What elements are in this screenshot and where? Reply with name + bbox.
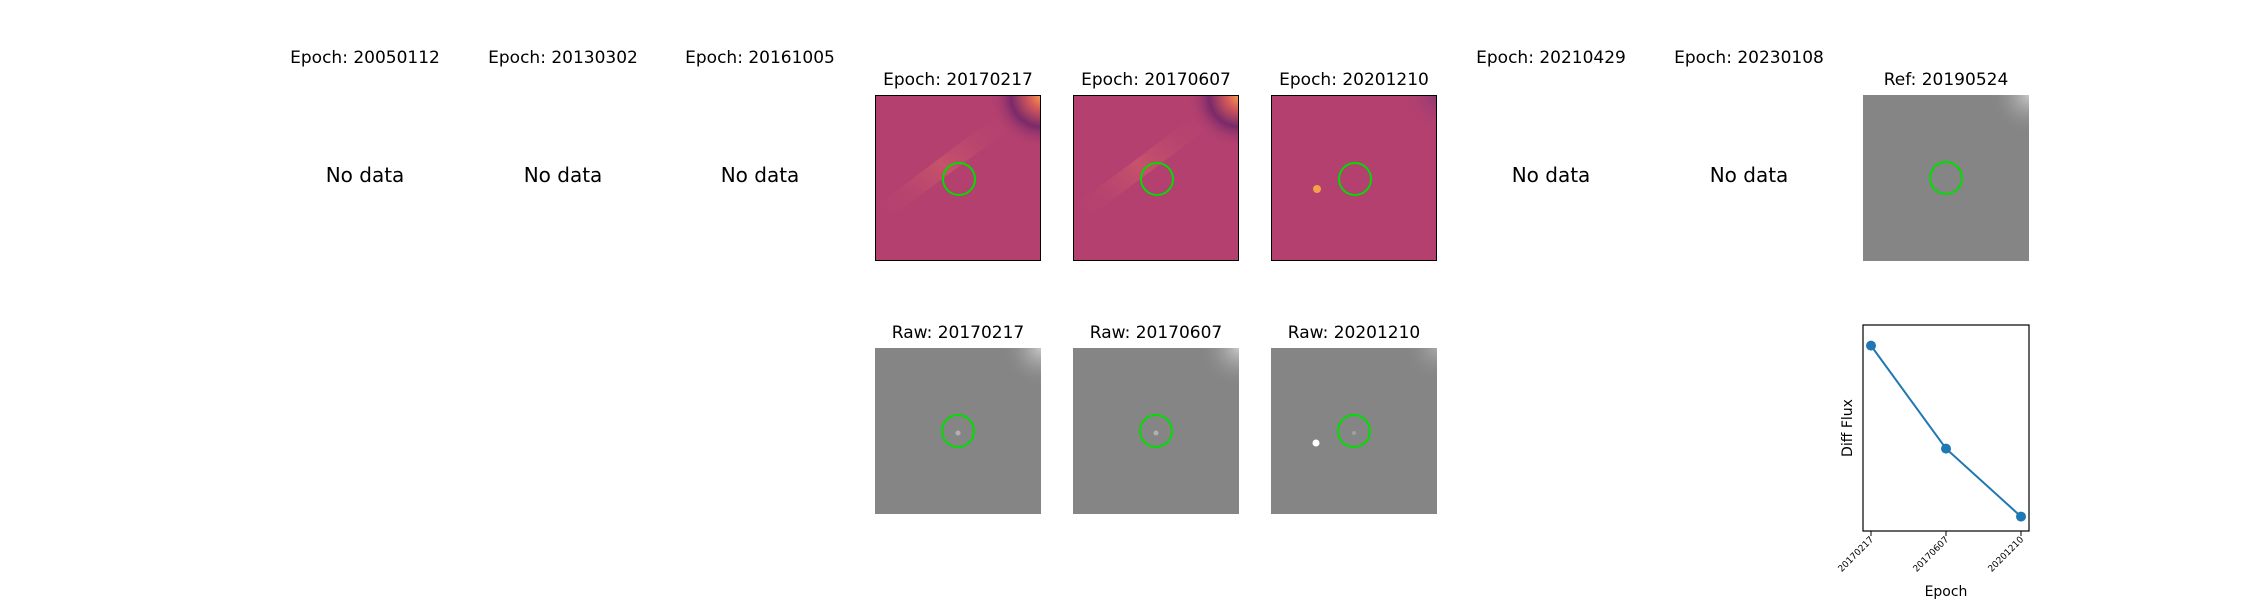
series-line — [1870, 345, 2022, 518]
epoch-title-2: Epoch: 20130302 — [488, 48, 638, 68]
data-point-20201210 — [2016, 511, 2026, 522]
epoch-title-5: Epoch: 20170607 — [1081, 70, 1231, 90]
diff-corner — [1362, 96, 1436, 172]
diff-image-20170217 — [875, 95, 1041, 261]
aperture-circle — [1140, 162, 1174, 196]
raw-title-1: Raw: 20170217 — [891, 323, 1025, 343]
aperture-circle — [1338, 162, 1372, 196]
raw-star — [1153, 430, 1159, 436]
no-data-label-3: No data — [720, 163, 800, 187]
epoch-title-4: Epoch: 20170217 — [883, 70, 1033, 90]
raw-title-3: Raw: 20201210 — [1287, 323, 1421, 343]
no-data-label-8: No data — [1709, 163, 1789, 187]
raw-image-20170217 — [875, 348, 1041, 514]
raw-corner — [961, 348, 1041, 428]
no-data-label-1: No data — [325, 163, 405, 187]
data-point-20170217 — [1866, 340, 1876, 351]
no-data-label-7: No data — [1511, 163, 1591, 187]
ref-title: Ref: 20190524 — [1883, 70, 2009, 90]
x-tick-label: 20170607 — [1912, 535, 1951, 574]
no-data-label-2: No data — [523, 163, 603, 187]
raw-image-20170607 — [1073, 348, 1239, 514]
series-points — [1866, 340, 2026, 522]
diff-image-20170607 — [1073, 95, 1239, 261]
transient-source — [1313, 185, 1321, 193]
diff-image-20201210 — [1271, 95, 1437, 261]
aperture-circle — [941, 414, 975, 448]
raw-star — [1352, 431, 1356, 435]
aperture-circle — [1337, 414, 1371, 448]
raw-corner — [1159, 348, 1239, 428]
y-axis-label: Diff Flux — [1840, 399, 1856, 457]
epoch-title-7: Epoch: 20210429 — [1476, 48, 1626, 68]
raw-corner — [1361, 348, 1437, 424]
x-axis-label: Epoch — [1925, 584, 1968, 600]
x-tick-label: 20201210 — [1987, 535, 2027, 575]
epoch-title-6: Epoch: 20201210 — [1279, 70, 1429, 90]
epoch-title-8: Epoch: 20230108 — [1674, 48, 1824, 68]
epoch-title-1: Epoch: 20050112 — [290, 48, 440, 68]
raw-star — [955, 430, 961, 436]
ref-image-20190524 — [1863, 95, 2029, 261]
aperture-circle — [1139, 414, 1173, 448]
x-ticks: 20170217 20170607 20201210 — [1837, 531, 2027, 575]
data-point-20170607 — [1941, 443, 1951, 454]
aperture-circle — [1929, 161, 1963, 195]
ref-corner — [1949, 95, 2029, 175]
raw-image-20201210 — [1271, 348, 1437, 514]
raw-transient — [1312, 439, 1320, 447]
x-tick-label: 20170217 — [1837, 535, 1876, 574]
aperture-circle — [942, 162, 976, 196]
raw-title-2: Raw: 20170607 — [1089, 323, 1223, 343]
epoch-title-3: Epoch: 20161005 — [685, 48, 835, 68]
